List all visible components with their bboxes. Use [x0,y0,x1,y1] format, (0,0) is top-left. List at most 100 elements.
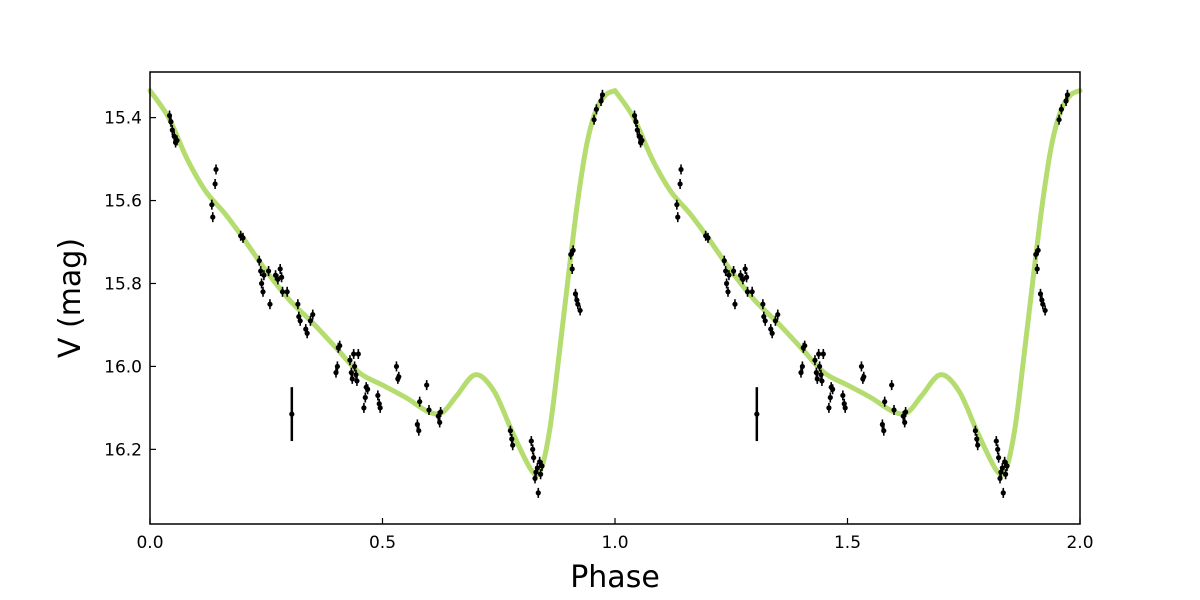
data-point [769,328,775,339]
data-point [882,396,888,407]
y-tick-label: 16.0 [104,357,142,377]
data-point [675,212,681,223]
data-point [891,404,897,415]
typical-error-layer [289,387,760,442]
data-point [530,444,536,455]
data-point [347,355,353,366]
data-point [814,373,820,384]
data-point [772,315,779,326]
data-point [995,444,1001,455]
data-point [996,452,1002,463]
data-point [819,375,825,386]
data-point [889,380,895,391]
data-point [730,266,737,277]
data-point [393,361,400,372]
data-point [258,266,264,277]
data-point [674,199,680,210]
y-axis-title: V (mag) [53,238,88,358]
data-point [354,375,360,386]
data-point [861,371,867,382]
data-point [569,263,575,274]
typical-error-bar [754,387,760,442]
x-tick-label: 2.0 [1066,533,1093,553]
data-point [351,348,357,359]
data-point [534,463,540,474]
data-point [438,407,444,418]
data-point [721,255,727,266]
data-point [705,232,711,243]
data-point [210,212,216,223]
data-point [725,286,731,297]
data-point [417,396,423,407]
data-point [535,487,541,498]
data-point [577,305,583,316]
data-point [267,299,273,310]
data-point [528,436,534,447]
data-point [1058,104,1064,115]
x-tick-label: 0.5 [369,533,396,553]
data-point [816,348,822,359]
data-point [749,286,755,297]
data-point [723,266,729,277]
data-points-layer [166,89,1071,498]
y-tick-label: 16.2 [104,440,142,460]
x-tick-label: 0.0 [136,533,163,553]
data-point [396,371,402,382]
x-tick-label: 1.5 [834,533,861,553]
data-point [570,245,576,256]
data-point [349,373,355,384]
data-point [744,286,751,297]
data-point [760,299,766,310]
data-point [1000,487,1006,498]
data-point [820,348,826,359]
data-point [633,116,639,127]
data-point [639,135,645,146]
data-point [437,417,443,428]
data-point [1056,114,1062,125]
data-point [174,135,180,146]
y-ticks: 15.4 15.6 15.8 16.0 16.2 [104,109,156,460]
data-point [168,116,174,127]
data-point [424,380,430,391]
data-point [355,348,361,359]
data-point [334,361,340,372]
data-point [260,286,266,297]
data-point [531,452,537,463]
data-point [826,402,832,413]
data-point [1034,263,1040,274]
data-point [538,469,544,480]
data-point [678,164,684,175]
x-tick-label: 1.0 [601,533,628,553]
data-point [975,440,981,451]
y-tick-label: 15.6 [104,192,142,212]
data-point [802,340,808,351]
data-point [993,436,999,447]
data-point [591,114,597,125]
data-point [213,164,219,175]
data-point [799,361,805,372]
data-point [310,309,316,320]
data-point [972,425,978,436]
data-point [593,104,600,115]
data-point [297,315,303,326]
data-point [830,384,836,395]
data-point [1042,305,1048,316]
data-point [426,404,432,415]
data-point [277,263,283,274]
data-point [337,340,343,351]
data-point [265,266,272,277]
data-point [304,328,310,339]
data-point [999,463,1005,474]
data-point [842,402,848,413]
data-point [539,460,545,471]
data-point [307,315,314,326]
data-point [377,402,383,413]
data-point [812,355,818,366]
fit-curve-layer [147,88,1083,478]
data-point [1035,245,1041,256]
data-point [732,299,738,310]
x-ticks: 0.0 0.5 1.0 1.5 2.0 [136,518,1094,553]
data-point [278,272,285,283]
data-point [375,390,381,401]
